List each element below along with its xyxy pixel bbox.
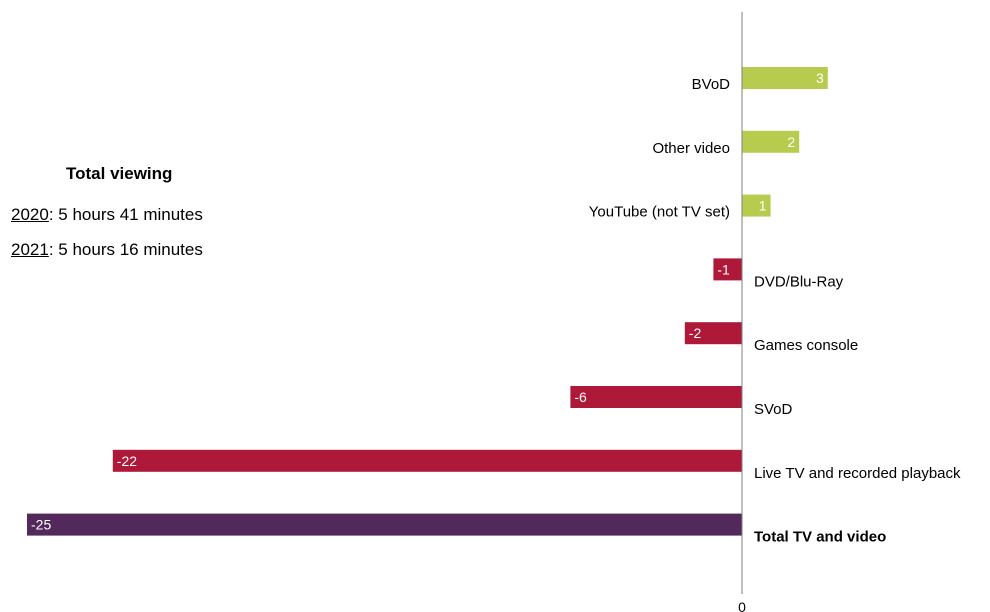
data-label-games-console: -2 [689,325,702,341]
data-label-bvod: 3 [816,70,824,86]
bar-bvod [742,67,828,89]
summary-line-2021: 2021: 5 hours 16 minutes [11,240,311,260]
category-label-live-tv-and-recorded-playback: Live TV and recorded playback [754,465,961,482]
category-label-youtube-not-tv-set: YouTube (not TV set) [589,204,730,221]
x-tick-label-0: 0 [738,599,746,612]
bar-dvd-blu-ray [713,258,742,281]
summary-line-2020: 2020: 5 hours 41 minutes [11,205,311,225]
data-label-svod: -6 [574,389,587,405]
bar-live-tv-and-recorded-playback [112,449,743,472]
category-label-other-video: Other video [652,140,730,157]
summary-year-2020: 2020 [11,205,49,224]
bar-youtube-not-tv-set [742,194,771,217]
data-label-other-video: 2 [787,134,795,150]
bar-svod [570,386,742,408]
total-viewing-summary: Total viewing 2020: 5 hours 41 minutes 2… [11,164,311,275]
bar-games-console [684,322,742,345]
category-label-games-console: Games console [754,337,858,354]
summary-title: Total viewing [66,164,173,183]
summary-year-2021: 2021 [11,240,49,259]
category-label-svod: SVoD [754,401,793,418]
category-label-total-tv-and-video: Total TV and video [754,529,886,546]
data-label-total-tv-and-video: -25 [31,517,51,533]
summary-text-2020: : 5 hours 41 minutes [48,205,203,224]
data-label-live-tv-and-recorded-playback: -22 [117,453,137,469]
summary-text-2021: : 5 hours 16 minutes [48,240,203,259]
category-label-dvd-blu-ray: DVD/Blu-Ray [754,273,844,290]
bar-total-tv-and-video [27,513,742,536]
data-label-youtube-not-tv-set: 1 [759,198,767,214]
category-label-bvod: BVoD [692,76,731,93]
bar-other-video [742,130,800,153]
data-label-dvd-blu-ray: -1 [717,261,730,277]
